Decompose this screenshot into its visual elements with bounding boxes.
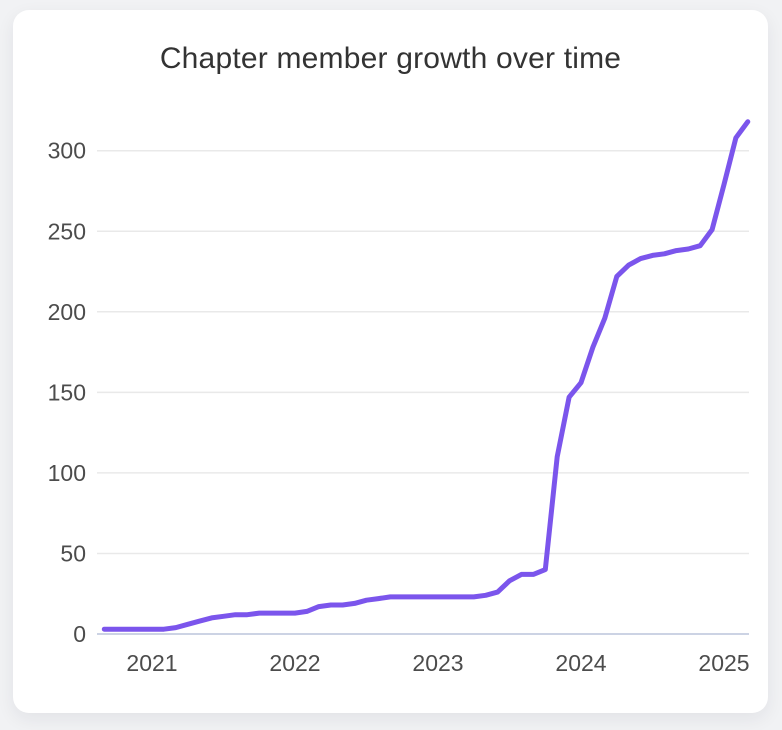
chart-title: Chapter member growth over time [159,42,622,75]
x-tick-label: 2024 [555,650,606,676]
y-tick-label: 200 [48,299,86,325]
y-tick-label: 50 [60,540,86,566]
y-tick-label: 250 [48,218,86,244]
y-tick-label: 150 [48,379,86,405]
y-tick-label: 300 [48,138,86,164]
members-line-series [101,119,751,632]
x-tick-label: 2021 [126,650,177,676]
y-tick-label: 100 [48,460,86,486]
y-tick-label: 0 [73,621,86,647]
x-tick-label: 2022 [269,650,320,676]
x-tick-label: 2023 [412,650,463,676]
x-tick-label: 2025 [698,650,749,676]
